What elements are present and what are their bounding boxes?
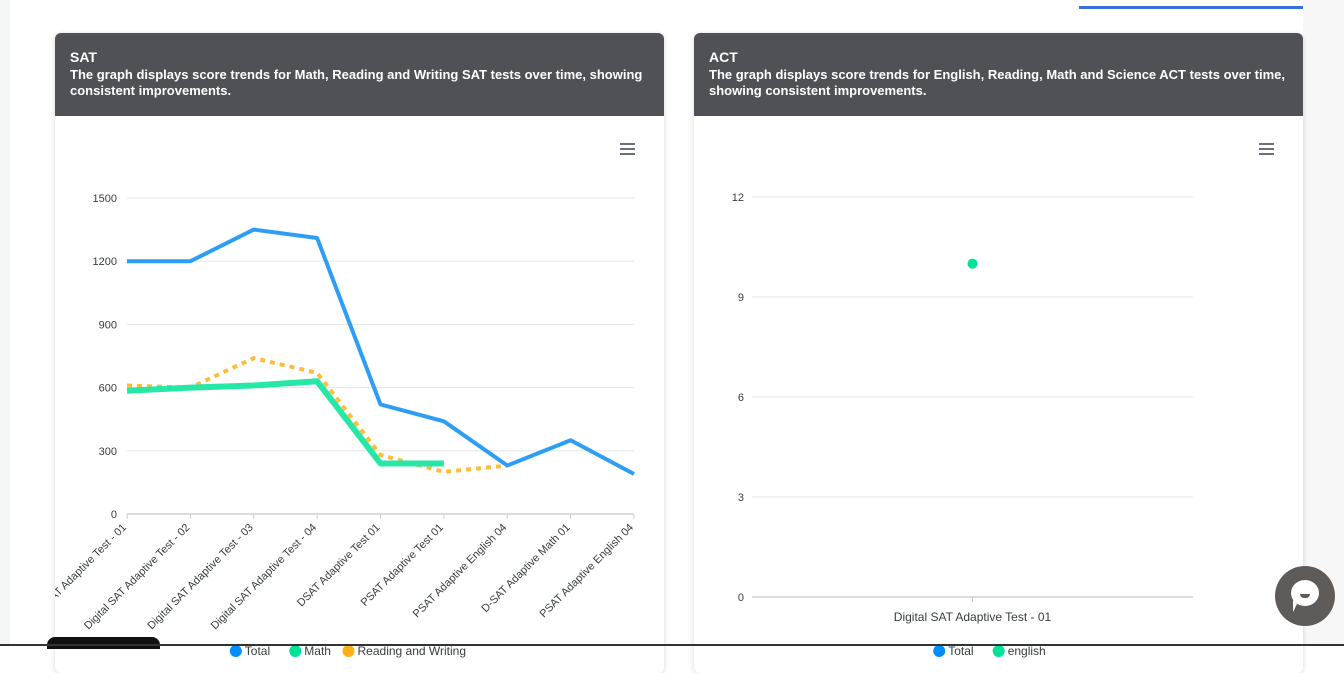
sat-chart: 0 300 600 900 1200 1500 Digital SAT Adaptive T… [55,193,636,658]
act-description: The graph displays score trends for Engl… [709,67,1285,98]
y-tick-label: 9 [738,292,744,304]
legend-label: Math [304,644,331,658]
sat-title: SAT [70,49,97,65]
y-tick-label: 0 [111,509,117,521]
legend-marker-1 [289,645,302,657]
bottom-border [0,644,1344,646]
legend-label: Total [948,644,973,658]
x-tick-label: Digital SAT Adaptive Test - 01 [894,610,1052,624]
legend-marker-1 [992,645,1005,657]
data-point-english [967,258,978,269]
x-tick-label: Digital SAT Adaptive Test - 03 [145,522,256,633]
y-tick-label: 900 [99,319,117,331]
series-line-reading-and-writing [126,356,508,474]
y-tick-label: 6 [738,392,744,404]
act-card: ACT The graph displays score trends for … [694,33,1303,673]
legend-marker-0 [933,645,946,657]
y-tick-label: 300 [99,446,117,458]
y-tick-label: 600 [99,383,117,395]
scroll-area [1303,0,1344,646]
series-line-math [126,378,444,467]
x-tick-label: Digital SAT Adaptive Test - 04 [209,522,320,633]
y-tick-label: 1200 [93,256,117,268]
legend-label: Reading and Writing [358,644,467,658]
chart-menu-icon[interactable] [1259,143,1274,158]
active-tab-indicator [1079,6,1303,9]
legend-label: Total [245,644,270,658]
legend-marker-2 [342,645,355,657]
legend-marker-0 [229,645,242,657]
act-card-header: ACT The graph displays score trends for … [694,33,1303,116]
x-tick-label: Digital SAT Adaptive Test - 02 [82,522,193,633]
series-line-total [127,227,635,476]
bottom-tab[interactable] [47,637,160,649]
legend-label: english [1008,644,1046,658]
y-tick-label: 0 [738,592,744,604]
sat-card-header: SAT The graph displays score trends for … [55,33,664,116]
chat-button[interactable] [1275,566,1335,626]
act-chart: 0 3 6 9 12 Digital SAT Adaptive Test - 01 Tota… [732,192,1193,658]
y-tick-label: 12 [732,192,744,204]
y-tick-label: 3 [738,492,744,504]
y-tick-label: 1500 [93,193,117,205]
chart-menu-icon[interactable] [620,143,635,158]
sat-card: SAT The graph displays score trends for … [55,33,664,673]
sat-description: The graph displays score trends for Math… [70,67,643,98]
page-gutter [0,0,10,646]
act-title: ACT [709,49,738,65]
